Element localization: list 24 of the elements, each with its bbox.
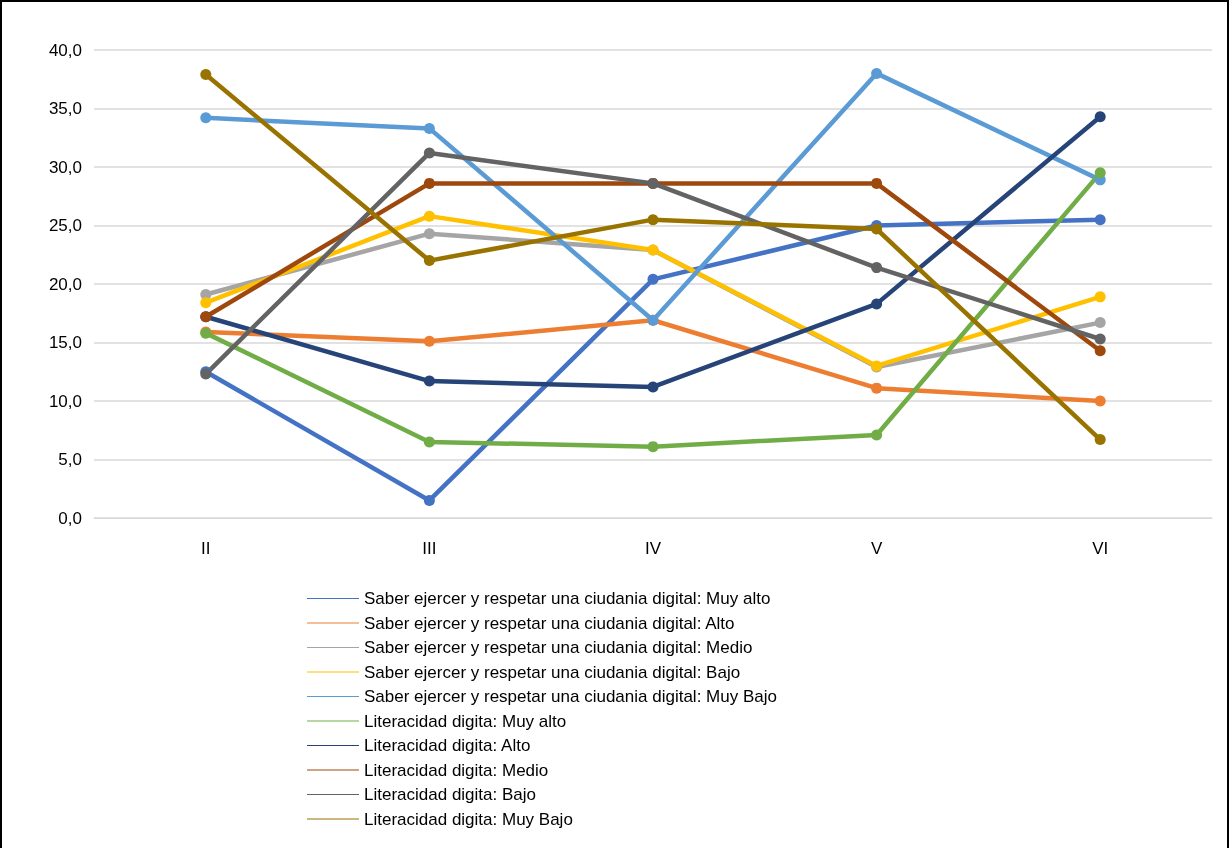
- y-tick-label: 25,0: [48, 216, 82, 235]
- x-tick-label: VI: [1092, 539, 1109, 558]
- legend-label: Saber ejercer y respetar una ciudania digital: Muy alto: [364, 589, 771, 608]
- legend-label: Saber ejercer y respetar una ciudania digital: Alto: [364, 613, 735, 633]
- y-tick-label: 20,0: [48, 274, 82, 294]
- legend-label: Literacidad digita: Medio: [364, 760, 549, 780]
- legend-label: Literacidad digita: Muy Bajo: [364, 809, 573, 829]
- legend-label: Literacidad digita: Muy alto: [364, 711, 567, 731]
- legend-label: Literacidad digita: Alto: [364, 736, 531, 755]
- x-tick-label: IV: [644, 539, 662, 558]
- legend-label: Saber ejercer y respetar una ciudania digital: Medio: [364, 638, 753, 657]
- y-tick-label: 0,0: [58, 508, 82, 528]
- x-tick-label: V: [870, 539, 883, 558]
- y-tick-label: 35,0: [48, 99, 82, 118]
- y-tick-label: 40,0: [48, 40, 82, 60]
- y-tick-label: 5,0: [58, 450, 82, 469]
- legend-label: Saber ejercer y respetar una ciudania digital: Muy Bajo: [364, 687, 777, 706]
- x-tick-label: II: [201, 539, 211, 558]
- y-tick-label: 30,0: [48, 157, 82, 177]
- legend-label: Literacidad digita: Bajo: [364, 785, 537, 804]
- legend-label: Saber ejercer y respetar una ciudania digital: Bajo: [364, 662, 741, 682]
- y-tick-label: 10,0: [48, 391, 82, 411]
- y-tick-label: 15,0: [48, 333, 82, 352]
- x-tick-label: III: [422, 539, 437, 558]
